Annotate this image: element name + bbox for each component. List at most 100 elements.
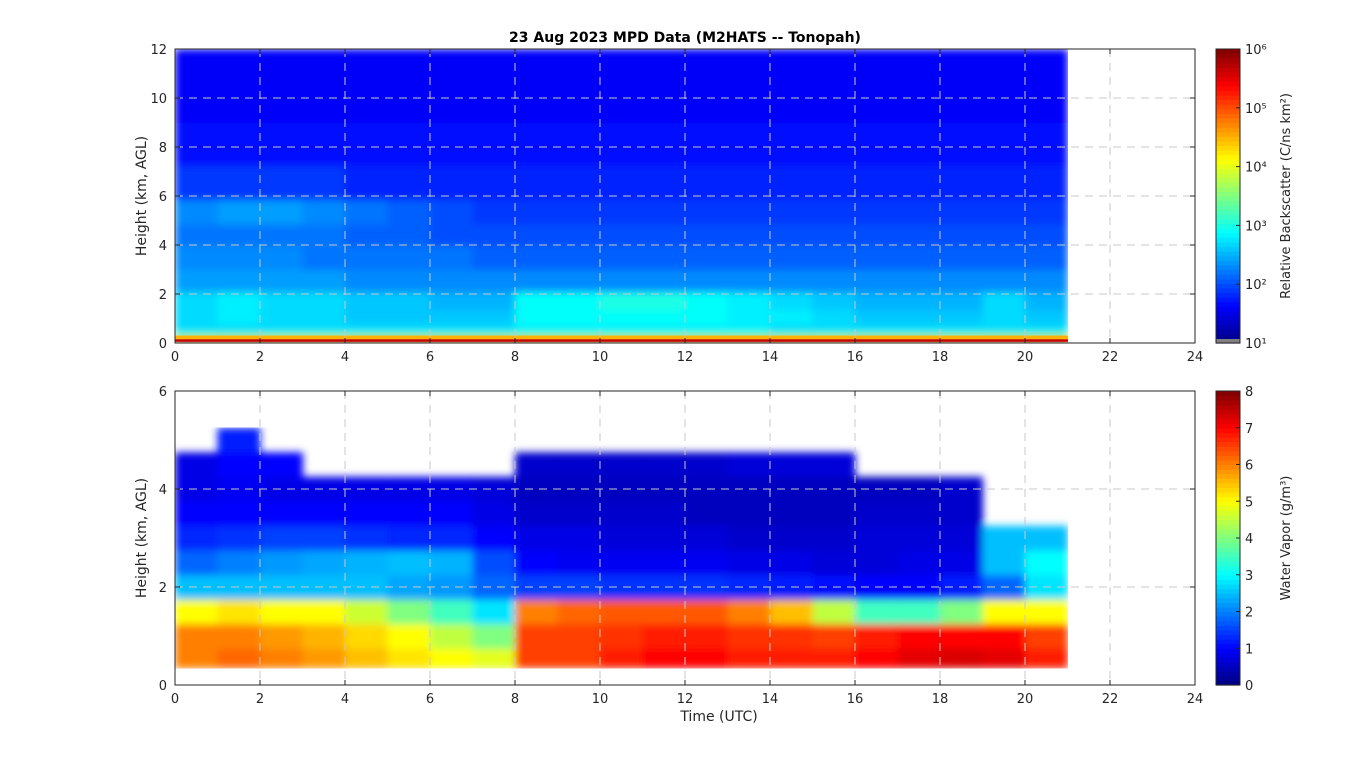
colorbar-swatch xyxy=(1216,297,1240,303)
heatmap-cell xyxy=(812,245,856,270)
x-tick-label: 0 xyxy=(171,692,179,707)
heatmap-cell xyxy=(600,574,643,600)
heatmap-cell xyxy=(770,452,813,478)
colorbar-swatch xyxy=(1216,237,1240,243)
heatmap-cell xyxy=(982,525,1026,551)
colorbar-swatch xyxy=(1216,542,1240,548)
heatmap-cell xyxy=(557,574,601,600)
heatmap-cell xyxy=(387,224,431,246)
heatmap-cell xyxy=(855,599,898,625)
heatmap-cell xyxy=(770,599,813,625)
colorbar-swatch xyxy=(1216,441,1240,447)
heatmap-cell xyxy=(387,574,431,600)
x-tick-label: 10 xyxy=(592,692,609,707)
x-tick-label: 12 xyxy=(677,350,694,365)
colorbar-tick-label: 10⁵ xyxy=(1245,102,1267,117)
colorbar-swatch xyxy=(1216,186,1240,193)
colorbar-swatch xyxy=(1216,657,1240,663)
x-tick-label: 20 xyxy=(1017,350,1034,365)
colorbar-swatch xyxy=(1216,228,1240,234)
heatmap-cell xyxy=(1025,623,1068,649)
heatmap-cell xyxy=(472,648,516,669)
y-tick-label: 12 xyxy=(150,43,167,58)
heatmap-cell xyxy=(345,623,388,649)
heatmap-cell xyxy=(175,623,218,649)
heatmap-cell xyxy=(260,122,303,166)
heatmap-cell xyxy=(302,323,346,332)
heatmap-cell xyxy=(642,331,686,337)
heatmap-cell xyxy=(812,269,856,293)
colorbar-swatch xyxy=(1216,278,1240,284)
heatmap-cell xyxy=(855,550,898,576)
heatmap-cell xyxy=(557,79,601,123)
heatmap-cell xyxy=(1025,648,1068,669)
heatmap-cell xyxy=(217,79,261,123)
heatmap-cell xyxy=(812,122,856,166)
heatmap-cell xyxy=(855,79,898,123)
x-tick-label: 22 xyxy=(1102,692,1119,707)
colorbar-swatch xyxy=(1216,648,1240,654)
x-axis-label: Time (UTC) xyxy=(679,709,757,725)
heatmap-cell xyxy=(472,165,516,201)
colorbar-swatch xyxy=(1216,579,1240,585)
colorbar-swatch xyxy=(1216,53,1240,59)
heatmap-cell xyxy=(260,574,303,600)
heatmap-cell xyxy=(642,525,686,551)
heatmap-cell xyxy=(260,331,303,337)
colorbar-swatch xyxy=(1216,241,1240,248)
heatmap-cell xyxy=(260,501,303,527)
colorbar-swatch xyxy=(1216,616,1240,622)
colorbar-swatch xyxy=(1216,524,1240,530)
heatmap-cell xyxy=(260,224,303,246)
heatmap-cell xyxy=(855,323,898,332)
colorbar-swatch xyxy=(1216,218,1240,225)
heatmap-cell xyxy=(897,648,941,669)
heatmap-cell xyxy=(770,623,813,649)
colorbar-tick-label: 5 xyxy=(1245,495,1253,510)
heatmap-cell xyxy=(812,309,856,324)
heatmap-cell xyxy=(302,623,346,649)
heatmap-cell xyxy=(430,550,473,576)
heatmap-cell xyxy=(685,165,728,201)
heatmap-cell xyxy=(855,648,898,669)
heatmap-cell xyxy=(430,199,473,225)
heatmap-cell xyxy=(600,476,643,502)
y-tick-label: 2 xyxy=(159,581,167,596)
heatmap-cell xyxy=(217,165,261,201)
heatmap-cell xyxy=(812,49,856,81)
heatmap-cell xyxy=(812,224,856,246)
x-tick-label: 16 xyxy=(847,350,864,365)
heatmap-cell xyxy=(175,648,218,669)
axes-box xyxy=(174,390,1196,686)
colorbar-swatch xyxy=(1216,432,1240,438)
heatmap-cell xyxy=(302,199,346,225)
heatmap-cell xyxy=(175,599,218,625)
heatmap-cell xyxy=(685,309,728,324)
heatmap-cell xyxy=(302,550,346,576)
colorbar-swatch xyxy=(1216,625,1240,631)
colorbar-swatch xyxy=(1216,515,1240,521)
colorbar-swatch xyxy=(1216,173,1240,179)
heatmap-cell xyxy=(685,501,728,527)
heatmap-cell xyxy=(1025,323,1068,332)
colorbar-swatch xyxy=(1216,478,1240,484)
heatmap-cell xyxy=(812,452,856,478)
colorbar-swatch xyxy=(1216,652,1240,659)
heatmap-cell xyxy=(855,122,898,166)
colorbar-swatch xyxy=(1216,145,1240,151)
heatmap-cell xyxy=(727,648,771,669)
heatmap-cell xyxy=(515,331,558,337)
heatmap-cell xyxy=(515,525,558,551)
heatmap-cell xyxy=(982,331,1026,337)
heatmap-cell xyxy=(302,525,346,551)
heatmap-cell xyxy=(345,199,388,225)
heatmap-cell xyxy=(515,269,558,293)
heatmap-cell xyxy=(812,199,856,225)
heatmap-cell xyxy=(600,452,643,478)
heatmap-cell xyxy=(175,339,1068,342)
heatmap-cell xyxy=(430,525,473,551)
colorbar-label: Water Vapor (g/m³) xyxy=(1279,476,1294,601)
heatmap-cell xyxy=(557,476,601,502)
colorbar-swatch xyxy=(1216,200,1240,206)
heatmap-cell xyxy=(515,49,558,81)
